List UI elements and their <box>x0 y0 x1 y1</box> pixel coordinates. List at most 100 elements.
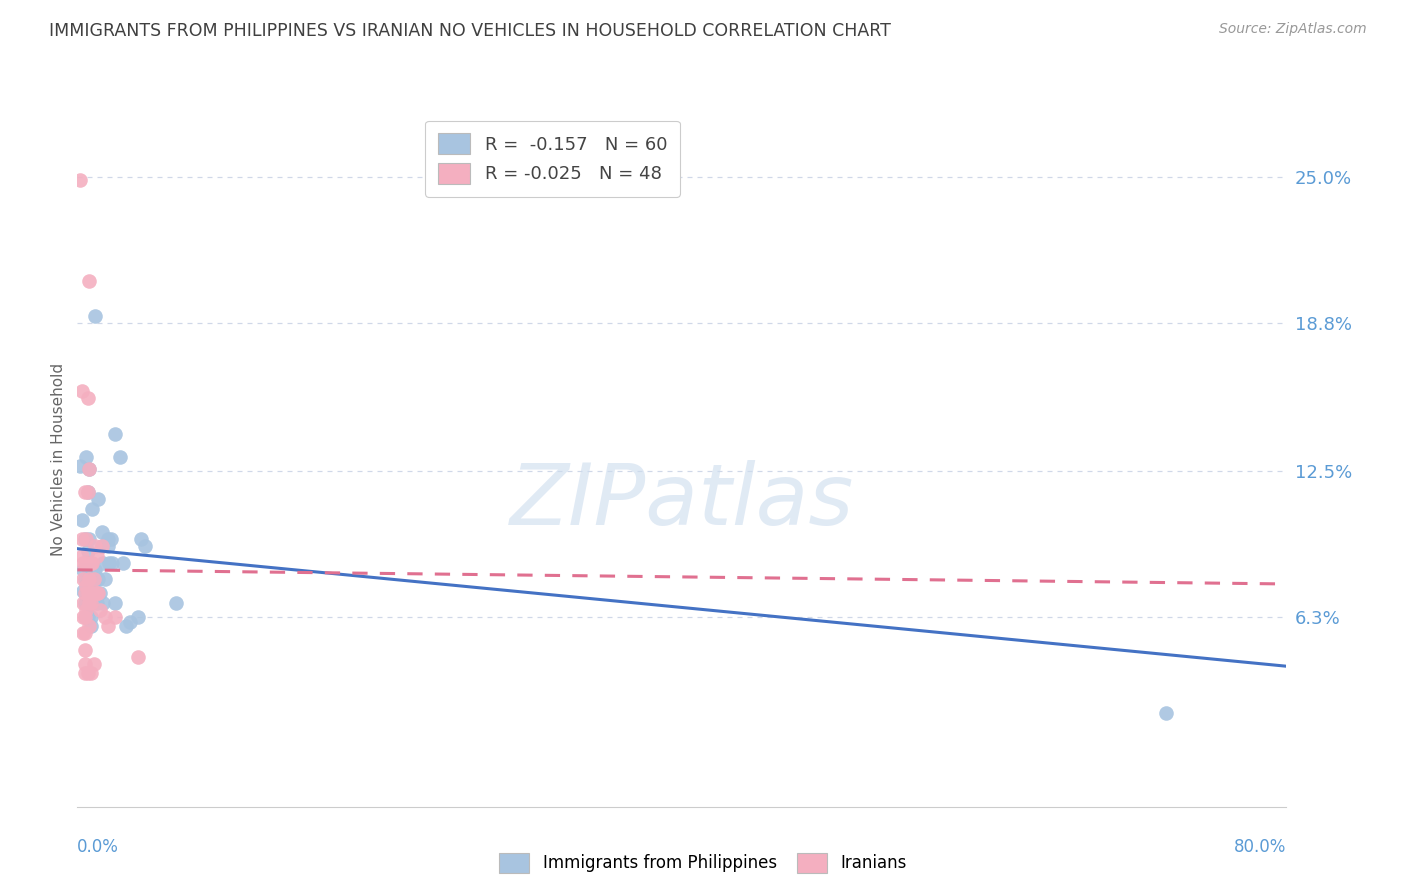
Text: IMMIGRANTS FROM PHILIPPINES VS IRANIAN NO VEHICLES IN HOUSEHOLD CORRELATION CHAR: IMMIGRANTS FROM PHILIPPINES VS IRANIAN N… <box>49 22 891 40</box>
Point <box>104 610 127 624</box>
Point <box>79 619 101 633</box>
Point <box>73 586 96 600</box>
Point <box>72 584 94 599</box>
Point <box>73 666 96 681</box>
Point <box>104 596 127 610</box>
Point <box>70 384 93 399</box>
Point <box>80 556 103 570</box>
Point <box>75 450 97 464</box>
Point <box>83 563 105 577</box>
Point <box>111 556 134 570</box>
Point <box>84 563 107 577</box>
Point <box>91 556 114 570</box>
Point <box>82 556 104 570</box>
Point <box>73 610 96 624</box>
Point <box>79 563 101 577</box>
Point <box>91 596 114 610</box>
Point <box>120 615 142 629</box>
Point <box>79 572 101 586</box>
Point <box>73 626 96 640</box>
Point <box>90 539 112 553</box>
Point <box>114 619 136 633</box>
Point <box>129 533 152 547</box>
Point <box>96 539 118 553</box>
Point <box>73 485 96 500</box>
Point <box>77 586 100 600</box>
Point <box>73 642 96 657</box>
Point <box>96 619 118 633</box>
Point <box>82 586 104 600</box>
Point <box>73 657 96 671</box>
Point <box>83 657 105 671</box>
Text: Source: ZipAtlas.com: Source: ZipAtlas.com <box>1219 22 1367 37</box>
Point <box>82 586 104 600</box>
Point <box>100 533 122 547</box>
Point <box>134 539 156 553</box>
Point <box>101 556 124 570</box>
Point <box>127 649 149 664</box>
Point <box>72 610 94 624</box>
Point <box>70 514 93 528</box>
Point <box>75 533 97 547</box>
Point <box>77 485 100 500</box>
Point <box>69 172 91 186</box>
Point <box>73 533 96 547</box>
Point <box>87 572 110 586</box>
Text: ZIPatlas: ZIPatlas <box>510 459 853 542</box>
Point <box>79 586 101 600</box>
Y-axis label: No Vehicles in Household: No Vehicles in Household <box>51 363 66 556</box>
Point <box>77 586 100 600</box>
Point <box>84 539 107 553</box>
Point <box>90 525 112 540</box>
Point <box>87 586 110 600</box>
Point <box>83 572 105 586</box>
Point <box>90 539 112 553</box>
Point <box>108 450 131 464</box>
Point <box>89 586 111 600</box>
Point <box>72 563 94 577</box>
Legend: R =  -0.157   N = 60, R = -0.025   N = 48: R = -0.157 N = 60, R = -0.025 N = 48 <box>425 120 679 196</box>
Point <box>80 586 103 600</box>
Point <box>104 426 127 441</box>
Point <box>84 309 107 323</box>
Point <box>82 572 104 586</box>
Point <box>1154 706 1177 721</box>
Point <box>75 603 97 617</box>
Point <box>82 501 104 516</box>
Point <box>79 533 101 547</box>
Point <box>69 459 91 474</box>
Point <box>127 610 149 624</box>
Text: 80.0%: 80.0% <box>1234 838 1286 855</box>
Point <box>93 572 115 586</box>
Point <box>83 586 105 600</box>
Point <box>77 391 100 405</box>
Point <box>72 626 94 640</box>
Point <box>89 603 111 617</box>
Legend: Immigrants from Philippines, Iranians: Immigrants from Philippines, Iranians <box>492 847 914 880</box>
Point <box>86 549 108 563</box>
Point <box>73 596 96 610</box>
Point <box>80 666 103 681</box>
Point <box>73 556 96 570</box>
Point <box>73 586 96 600</box>
Point <box>165 596 187 610</box>
Point <box>79 462 101 476</box>
Point <box>86 586 108 600</box>
Point <box>79 596 101 610</box>
Point <box>79 596 101 610</box>
Point <box>75 579 97 593</box>
Point <box>93 610 115 624</box>
Point <box>79 572 101 586</box>
Point <box>75 596 97 610</box>
Point <box>73 572 96 586</box>
Point <box>70 549 93 563</box>
Point <box>72 556 94 570</box>
Point <box>87 492 110 507</box>
Text: 0.0%: 0.0% <box>77 838 120 855</box>
Point <box>72 596 94 610</box>
Point <box>84 586 107 600</box>
Point <box>77 610 100 624</box>
Point <box>80 619 103 633</box>
Point <box>80 596 103 610</box>
Point <box>72 572 94 586</box>
